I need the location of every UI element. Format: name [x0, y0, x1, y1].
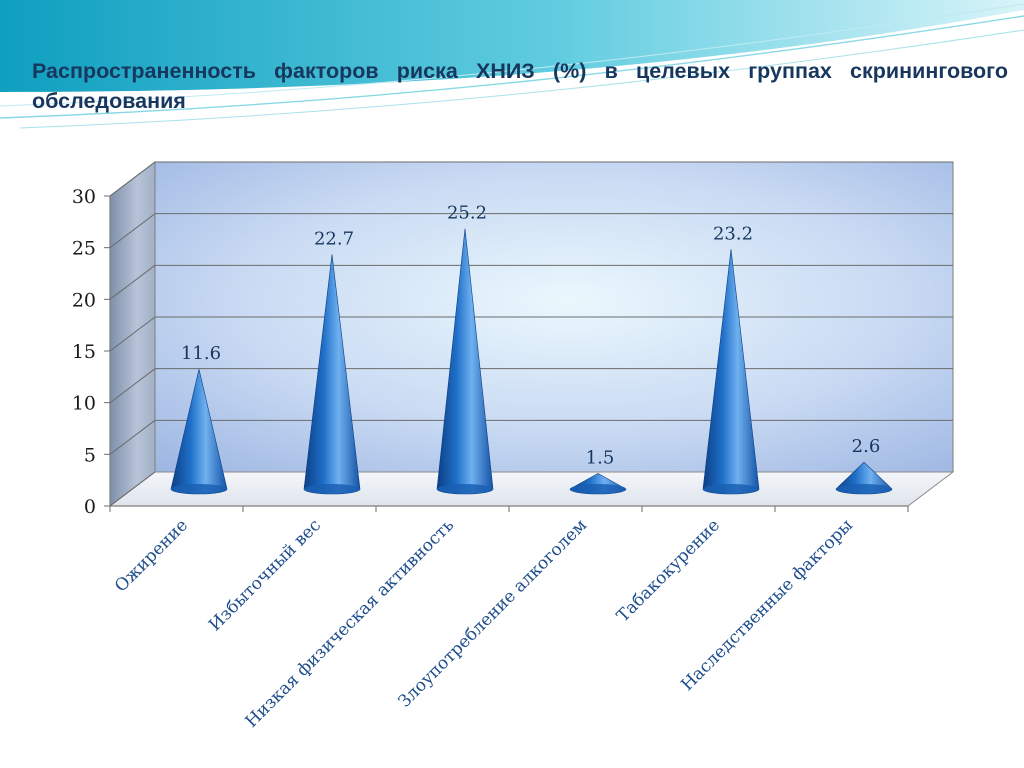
cone-bar	[436, 228, 494, 495]
x-category-label: Низкая физическая активность	[242, 515, 458, 731]
cone-base	[437, 484, 493, 494]
y-tick-label: 20	[72, 289, 96, 311]
y-tick-label: 10	[72, 393, 96, 415]
slide-title: Распространенность факторов риска ХНИЗ (…	[32, 59, 1008, 113]
data-label: 2.6	[852, 436, 881, 457]
data-label: 1.5	[586, 448, 615, 469]
x-category-label: Табакокурение	[613, 515, 724, 626]
y-tick-label: 0	[84, 496, 96, 518]
gridline-depth	[109, 419, 156, 455]
gridline-depth	[109, 161, 156, 197]
y-tick-label: 30	[72, 186, 96, 208]
data-label: 11.6	[181, 343, 221, 364]
header-wave-decoration	[0, 0, 1024, 129]
gridline-depth	[109, 264, 156, 300]
x-category-label: Избыточный вес	[205, 515, 325, 635]
cone-base	[703, 484, 759, 494]
cone-bar	[303, 254, 361, 495]
gridline-depth	[109, 213, 156, 249]
cone-bar	[569, 473, 627, 495]
cone-bar	[170, 369, 228, 495]
data-label: 22.7	[314, 228, 354, 249]
y-tick-label: 5	[84, 444, 96, 466]
cone-base	[836, 484, 892, 494]
cone-chart: 0 5 10 15 20 25 30 11.6 Ожирение 22.7 Избыточный в…	[72, 160, 955, 732]
cone-base	[304, 484, 360, 494]
y-tick-label: 25	[72, 238, 96, 260]
gridline-depth	[109, 316, 156, 352]
x-category-label: Ожирение	[111, 515, 192, 596]
gridline-depth	[109, 368, 156, 404]
data-label: 25.2	[447, 203, 487, 224]
gridline-depth	[109, 471, 156, 507]
floor	[108, 471, 955, 507]
cone-series	[170, 228, 893, 495]
grid-lines	[104, 161, 953, 512]
cone-base	[570, 484, 626, 494]
data-label: 23.2	[713, 223, 753, 244]
cone-bar	[835, 461, 893, 495]
cone-base	[171, 484, 227, 494]
cone-bar	[702, 249, 760, 495]
y-tick-label: 15	[72, 341, 96, 363]
